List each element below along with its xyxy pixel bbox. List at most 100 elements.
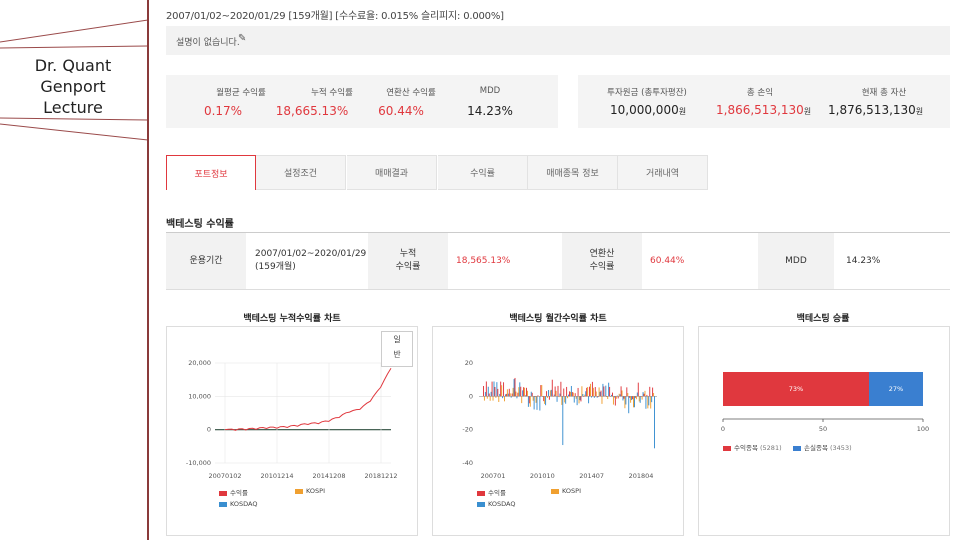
kosdaq-bar (496, 382, 498, 397)
pencil-icon[interactable]: ✎ (238, 33, 247, 44)
legend-returns[interactable]: 수익률 (219, 487, 248, 497)
period-cell: 2007/01/02~2020/01/29 (159개월) (255, 233, 370, 289)
cumulative-value: 18,565.13% (456, 255, 511, 266)
legend-swatch-returns (219, 490, 227, 496)
tab-trade-results[interactable]: 매매결과 (347, 155, 437, 190)
chart-mode-toggle[interactable]: 일 반 (381, 331, 413, 367)
x-tick-label: 50 (819, 425, 827, 433)
kospi-bar (538, 396, 540, 397)
x-tick-label: 201010 (530, 472, 555, 480)
stat-label-total-pnl: 총 손익 (746, 88, 774, 98)
kosdaq-bar (547, 389, 549, 397)
kospi-bar (518, 387, 520, 397)
returns-bar (632, 396, 634, 400)
kosdaq-bar (559, 393, 561, 397)
legend-loss[interactable]: 손실종목 (3453) (793, 442, 852, 452)
kospi-bar (512, 387, 514, 397)
annualized-header-line1: 연환산 (589, 249, 615, 259)
returns-bar (483, 386, 484, 397)
backtest-summary-table: 운용기간 2007/01/02~2020/01/29 (159개월) 누적 수익… (166, 232, 950, 290)
kospi-bar (610, 396, 612, 397)
kospi-bar (572, 392, 574, 397)
kospi-bar (483, 396, 485, 401)
returns-bar (488, 393, 490, 397)
kospi-bar (526, 390, 528, 397)
kosdaq-bar (619, 394, 621, 397)
kospi-bar (567, 396, 569, 399)
kospi-bar (598, 387, 600, 397)
x-tick-label: 201804 (629, 472, 654, 480)
cumulative-header: 누적 수익률 (368, 233, 448, 289)
tab-settings[interactable]: 설정조건 (256, 155, 346, 190)
kospi-bar (638, 396, 640, 402)
kosdaq-bar (539, 396, 541, 411)
kosdaq-bar (616, 395, 618, 397)
returns-bar (554, 386, 556, 397)
tab-returns[interactable]: 수익률 (438, 155, 528, 190)
x-tick-label: 20141208 (312, 472, 345, 480)
legend-win[interactable]: 수익종목 (5281) (723, 442, 782, 452)
legend-label-kospi: KOSPI (306, 487, 325, 495)
returns-bar (600, 390, 602, 397)
kospi-bar (532, 396, 534, 401)
y-tick-label: -20 (462, 426, 473, 434)
kospi-bar (495, 396, 497, 398)
returns-bar (626, 387, 628, 397)
legend-kosdaq[interactable]: KOSDAQ (219, 500, 258, 508)
y-tick-label: 20,000 (188, 359, 211, 367)
brand-line-1: Dr. Quant (34, 56, 112, 75)
legend-kospi[interactable]: KOSPI (551, 487, 581, 495)
stat-label-monthly: 월평균 수익률 (216, 88, 266, 98)
kospi-bar (521, 396, 523, 404)
returns-bar (649, 386, 651, 397)
kospi-bar (621, 390, 623, 397)
stat-value-mdd: 14.23% (467, 104, 513, 118)
stat-label-mdd: MDD (479, 86, 501, 96)
returns-bar (629, 396, 631, 398)
kosdaq-bar (648, 396, 650, 406)
period-months: (159개월) (255, 262, 296, 272)
legend-count-loss: (3453) (830, 444, 852, 452)
kosdaq-bar (645, 396, 647, 409)
kospi-bar (569, 391, 571, 397)
returns-bar (494, 386, 496, 397)
returns-bar (617, 396, 619, 399)
returns-bar (560, 381, 562, 397)
returns-bar (551, 379, 553, 397)
kospi-bar (501, 385, 503, 397)
legend-label-kosdaq: KOSDAQ (230, 500, 258, 508)
pnl-unit: 원 (803, 107, 812, 116)
kosdaq-bar (516, 396, 518, 399)
kospi-bar (504, 396, 505, 402)
returns-bar (571, 392, 573, 397)
kosdaq-bar (625, 396, 627, 405)
kospi-bar (615, 396, 617, 399)
legend-kospi[interactable]: KOSPI (295, 487, 325, 495)
tab-trade-stocks[interactable]: 매매종목 정보 (528, 155, 618, 190)
kospi-bar (647, 396, 649, 409)
kospi-bar (587, 387, 589, 397)
returns-bar (491, 381, 493, 397)
stat-value-total-pnl: 1,866,513,130원 (716, 103, 811, 117)
tab-trade-history[interactable]: 거래내역 (618, 155, 708, 190)
kosdaq-bar (622, 396, 624, 401)
kosdaq-bar (550, 389, 552, 397)
kospi-bar (595, 391, 597, 397)
legend-returns[interactable]: 수익률 (477, 487, 506, 497)
legend-label-loss: 손실종목 (804, 444, 828, 452)
kosdaq-bar (593, 396, 595, 398)
kospi-bar (590, 383, 591, 397)
stat-label-total-assets: 현재 총 자산 (861, 88, 907, 98)
returns-bar (531, 392, 533, 397)
returns-bar (580, 396, 582, 402)
legend-kosdaq[interactable]: KOSDAQ (477, 500, 516, 508)
returns-bar (569, 391, 570, 397)
stat-value-total-assets: 1,876,513,130원 (828, 103, 923, 117)
returns-bar (614, 396, 616, 406)
description-box: 설명이 없습니다. ✎ (166, 26, 950, 55)
y-tick-label: 10,000 (188, 392, 211, 400)
tab-port-info[interactable]: 포트정보 (166, 155, 256, 190)
returns-bar (583, 396, 585, 397)
kospi-bar (630, 396, 632, 403)
kospi-bar (541, 385, 543, 397)
